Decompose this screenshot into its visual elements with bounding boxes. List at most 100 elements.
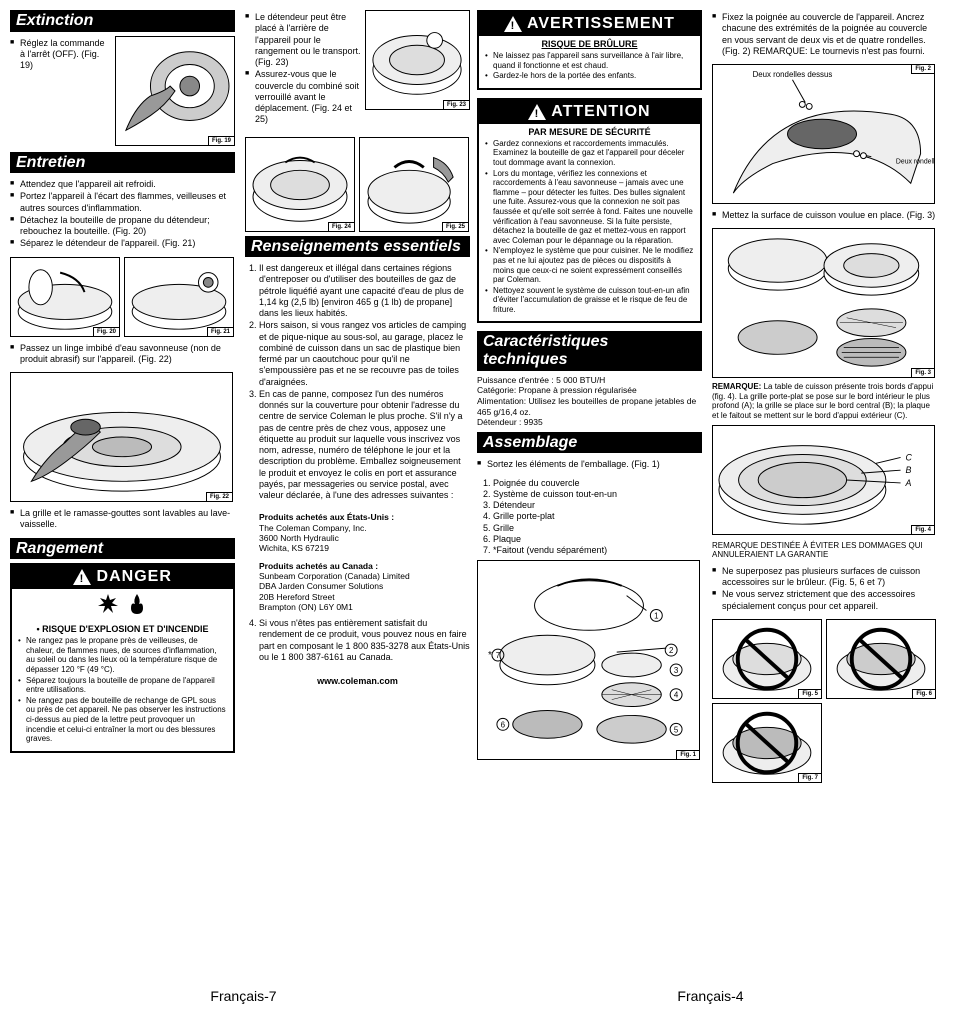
list-item: Séparez toujours la bouteille de propane… [18, 676, 227, 695]
list-item: La grille et le ramasse-gouttes sont lav… [10, 508, 235, 531]
address-ca: Produits achetés au Canada : Sunbeam Cor… [259, 561, 470, 612]
figure-1: 1 2 3 4 5 6 7 * Fig. 1 [477, 560, 700, 760]
rangement-list: Le détendeur peut être placé à l'arrière… [245, 12, 361, 127]
figure-25: Fig. 25 [359, 137, 469, 232]
rim-detail-icon: C B A [713, 426, 934, 534]
left-footer: Français-7 [10, 978, 477, 1004]
list-item: Ne rangez pas de bouteille de rechange d… [18, 696, 227, 744]
avertissement-box: ! AVERTISSEMENT RISQUE DE BRÛLURE Ne lai… [477, 10, 702, 90]
list-item: Portez l'appareil à l'écart des flammes,… [10, 191, 235, 214]
svg-text:A: A [904, 478, 911, 488]
exploded-view-icon: 1 2 3 4 5 6 7 * [478, 561, 699, 759]
remarque-2: REMARQUE DESTINÉE À ÉVITER LES DOMMAGES … [712, 541, 937, 560]
website-url: www.coleman.com [245, 676, 470, 686]
svg-text:B: B [905, 465, 911, 475]
heading-renseignements: Renseignements essentiels [245, 236, 470, 258]
entretien-list-1: Attendez que l'appareil ait refroidi. Po… [10, 179, 235, 251]
heading-assemblage: Assemblage [477, 432, 702, 454]
list-item: Il est dangereux et illégal dans certain… [259, 263, 470, 319]
entretien-list-3: La grille et le ramasse-gouttes sont lav… [10, 508, 235, 532]
bottle-detach-icon [11, 258, 119, 336]
heading-extinction: Extinction [10, 10, 235, 32]
fig-label: Fig. 24 [328, 222, 354, 231]
list-item: Plaque [493, 534, 702, 545]
fig-label: Fig. 1 [676, 750, 699, 759]
figure-4: C B A Fig. 4 [712, 425, 935, 535]
right-page: ! AVERTISSEMENT RISQUE DE BRÛLURE Ne lai… [477, 10, 944, 1004]
hand-dial-icon [116, 37, 234, 145]
list-item: Réglez la commande à l'arrêt (OFF). (Fig… [10, 38, 111, 72]
warning-triangle-icon: ! [73, 569, 91, 585]
caract-line: Détendeur : 9935 [477, 417, 702, 428]
fig-label: Fig. 3 [911, 368, 934, 377]
svg-text:6: 6 [501, 721, 506, 730]
remarque-1: REMARQUE: La table de cuisson présente t… [712, 382, 937, 420]
cleaning-icon [11, 373, 232, 501]
figure-19: Fig. 19 [115, 36, 235, 146]
list-item: Poignée du couvercle [493, 478, 702, 489]
heading-entretien: Entretien [10, 152, 235, 174]
renseignements-list-2: Si vous n'êtes pas entièrement satisfait… [245, 618, 470, 664]
fig-label: Fig. 22 [206, 492, 232, 501]
figure-2: Deux rondelles dessus Deux rondelles et … [712, 64, 935, 204]
figure-6: Fig. 6 [826, 619, 936, 699]
caract-line: Puissance d'entrée : 5 000 BTU/H [477, 375, 702, 386]
attention-subtitle: PAR MESURE DE SÉCURITÉ [485, 127, 694, 137]
list-item: Sortez les éléments de l'emballage. (Fig… [477, 459, 702, 470]
svg-text:2: 2 [669, 646, 673, 655]
address-us-body: The Coleman Company, Inc. 3600 North Hyd… [259, 523, 470, 554]
address-ca-label: Produits achetés au Canada : [259, 561, 470, 571]
caract-line: Alimentation: Utilisez les bouteilles de… [477, 396, 702, 417]
entretien-list-2: Passez un linge imbibé d'eau savonneuse … [10, 343, 235, 367]
avertissement-title: ! AVERTISSEMENT [479, 12, 700, 36]
prohibit-icon [713, 704, 821, 782]
figure-7: Fig. 7 [712, 703, 822, 783]
svg-text:Deux rondelles dessus: Deux rondelles dessus [753, 70, 833, 79]
left-col-1: Extinction Réglez la commande à l'arrêt … [10, 10, 235, 978]
warning-triangle-icon: ! [504, 16, 522, 32]
list-item: Ne superposez pas plusieurs surfaces de … [712, 566, 937, 589]
fig-label: Fig. 19 [208, 136, 234, 145]
heading-rangement: Rangement [10, 538, 235, 560]
svg-text:1: 1 [654, 612, 659, 621]
list-item: Grille porte-plat [493, 511, 702, 522]
list-item: Ne laissez pas l'appareil sans surveilla… [485, 51, 694, 70]
assemblage-parts: Poignée du couvercle Système de cuisson … [477, 478, 702, 557]
fig-label: Fig. 25 [442, 222, 468, 231]
fire-icon [125, 592, 149, 616]
svg-text:Deux rondelles et deux vis à l: Deux rondelles et deux vis à l'intérieur [896, 159, 934, 166]
warning-triangle-icon: ! [528, 104, 546, 120]
list-item: Ne rangez pas le propane près de veilleu… [18, 636, 227, 674]
figure-21: Fig. 21 [124, 257, 234, 337]
renseignements-list: Il est dangereux et illégal dans certain… [245, 263, 470, 502]
svg-text:!: ! [535, 108, 540, 120]
cooking-surfaces-icon [713, 229, 934, 377]
regulator-detach-icon [125, 258, 233, 336]
danger-icons [18, 592, 227, 622]
prohibit-icon [713, 620, 821, 698]
svg-text:3: 3 [674, 666, 679, 675]
list-item: Ne vous servez strictement que des acces… [712, 589, 937, 612]
list-item: Hors saison, si vous rangez vos articles… [259, 320, 470, 388]
list-item: En cas de panne, composez l'un des numér… [259, 389, 470, 502]
prohibit-icon [827, 620, 935, 698]
list-item: Détachez la bouteille de propane du déte… [10, 215, 235, 238]
list-item: Attendez que l'appareil ait refroidi. [10, 179, 235, 190]
right-col-2: Fixez la poignée au couvercle de l'appar… [712, 10, 937, 978]
fig-label: Fig. 6 [912, 689, 935, 698]
fig-label: Fig. 7 [798, 773, 821, 782]
list-item: Grille [493, 523, 702, 534]
address-us-label: Produits achetés aux États-Unis : [259, 512, 470, 522]
fig-label: Fig. 23 [443, 100, 469, 109]
list-item: Mettez la surface de cuisson voulue en p… [712, 210, 937, 221]
fig-label: Fig. 20 [93, 327, 119, 336]
right-col-1: ! AVERTISSEMENT RISQUE DE BRÛLURE Ne lai… [477, 10, 702, 978]
attention-title: ! ATTENTION [479, 100, 700, 124]
remarque-label: REMARQUE: [712, 382, 761, 391]
avertissement-list: Ne laissez pas l'appareil sans surveilla… [485, 51, 694, 81]
danger-subtitle: • RISQUE D'EXPLOSION ET D'INCENDIE [18, 624, 227, 634]
regulator-store-icon [366, 11, 469, 109]
list-item: Gardez-le hors de la portée des enfants. [485, 71, 694, 81]
caract-body: Puissance d'entrée : 5 000 BTU/H Catégor… [477, 375, 702, 428]
warranty-list: Ne superposez pas plusieurs surfaces de … [712, 566, 937, 613]
